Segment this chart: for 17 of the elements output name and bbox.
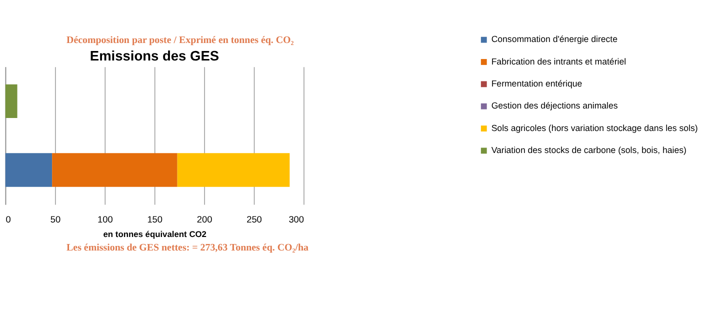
legend-label: Consommation d'énergie directe xyxy=(491,34,618,44)
x-tick-label: 200 xyxy=(196,214,212,224)
legend-label: Fabrication des intrants et matériel xyxy=(491,56,626,66)
legend-label: Gestion des déjections animales xyxy=(491,100,618,111)
chart-title: Emissions des GES xyxy=(90,48,220,64)
x-tick-label: 300 xyxy=(288,214,304,224)
text: Décomposition par poste / Exprimé en tonnes éq. CO₂ xyxy=(66,35,294,46)
x-tick-label: 0 xyxy=(6,214,11,224)
x-tick-label: 100 xyxy=(98,214,113,224)
legend-label: Variation des stocks de carbone (sols, bois, haies) xyxy=(491,144,686,155)
text: Les émissions de GES nettes: = 273,63 Tonnes éq. CO₂/ha xyxy=(66,242,308,254)
x-axis-title: en tonnes équivalent CO2 xyxy=(103,228,207,239)
x-tick-label: 150 xyxy=(147,214,162,224)
legend-label: Sols agricoles (hors variation stockage dans les sols) xyxy=(491,122,698,133)
x-tick-label: 250 xyxy=(246,214,262,224)
legend-label: Fermentation entérique xyxy=(491,78,582,88)
x-tick-label: 50 xyxy=(50,214,61,224)
